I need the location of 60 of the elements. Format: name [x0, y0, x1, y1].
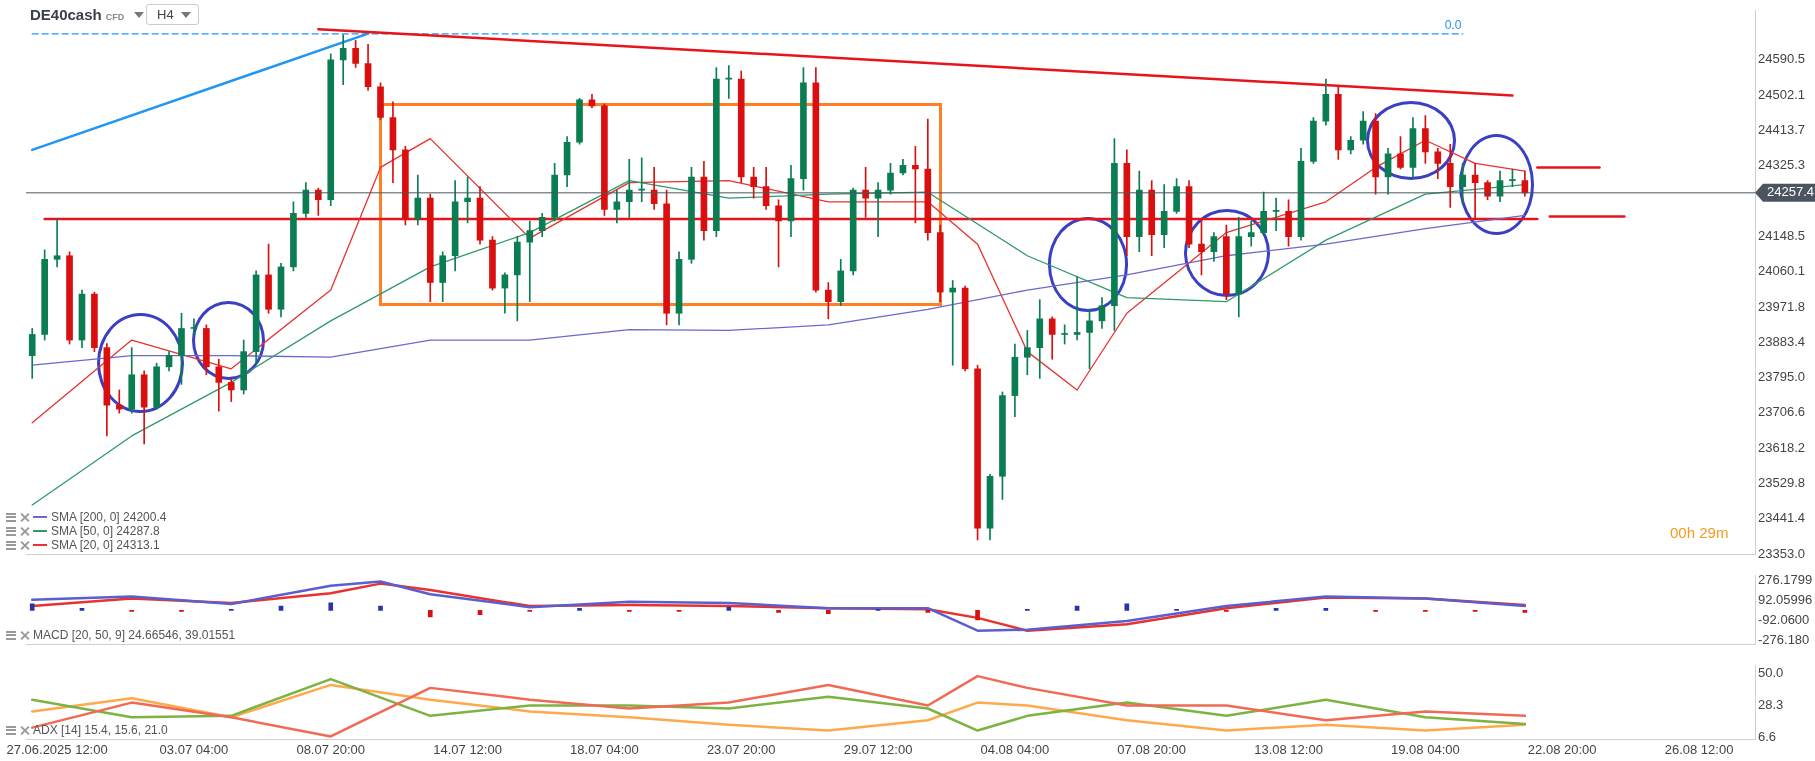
- y-tick-label: 24502.1: [1758, 86, 1805, 102]
- y-tick-label: 24325.3: [1758, 157, 1805, 173]
- x-tick-label: 04.08 04:00: [980, 741, 1050, 757]
- y-tick-label: 24590.5: [1758, 51, 1805, 67]
- y-tick-label: -276.180: [1758, 631, 1810, 647]
- chart-subtitle: CFD: [105, 12, 125, 22]
- y-tick-label: 23618.2: [1758, 439, 1805, 455]
- y-tick-label: 50.0: [1758, 664, 1784, 680]
- bar: [776, 610, 781, 613]
- legend-label: SMA [200, 0] 24200.4: [51, 510, 167, 525]
- x-tick-label: 27.06.2025 12:00: [6, 741, 108, 757]
- x-tick-label: 29.07 12:00: [843, 741, 913, 757]
- bar: [1273, 607, 1279, 611]
- bar: [378, 605, 383, 611]
- y-tick-label: 23795.0: [1758, 369, 1805, 385]
- annotation: 0.0: [1444, 17, 1462, 32]
- y-tick-label: 23441.4: [1758, 510, 1805, 526]
- x-tick-label: 19.08 04:00: [1391, 741, 1460, 757]
- y-tick-label: 276.1799: [1758, 572, 1813, 588]
- y-tick-label: -92.0600: [1758, 611, 1810, 627]
- y-tick-label: 23706.6: [1758, 404, 1805, 420]
- x-tick-label: 14.07 12:00: [433, 741, 502, 757]
- legend-label: SMA [20, 0] 24313.1: [51, 538, 160, 553]
- bar: [427, 610, 433, 618]
- y-tick-label: 6.6: [1758, 728, 1777, 744]
- candlestick: [638, 157, 646, 203]
- y-tick-label: 92.05996: [1758, 592, 1813, 608]
- bar: [975, 610, 980, 621]
- bar: [1323, 607, 1329, 611]
- y-tick-label: 23353.0: [1758, 545, 1805, 561]
- bar: [825, 610, 831, 614]
- bar: [29, 603, 35, 611]
- bar: [726, 606, 732, 611]
- y-tick-label: 24060.1: [1758, 263, 1805, 279]
- bar: [1522, 610, 1528, 613]
- annotation: H4: [146, 4, 199, 25]
- bar: [577, 607, 582, 611]
- legend-label: SMA [50, 0] 24287.8: [51, 524, 160, 539]
- bar: [79, 607, 85, 611]
- x-tick-label: 26.08 12:00: [1664, 741, 1734, 757]
- x-tick-label: 22.08 20:00: [1527, 741, 1597, 757]
- x-tick-label: 07.08 20:00: [1117, 741, 1187, 757]
- y-tick-label: 28.3: [1758, 696, 1784, 712]
- ref-line-label: 24257.4: [1767, 184, 1814, 200]
- y-tick-label: 23529.8: [1758, 475, 1805, 491]
- y-tick-label: 24413.7: [1758, 121, 1805, 137]
- x-tick-label: 13.08 12:00: [1254, 741, 1323, 757]
- text: MACD [20, 50, 9] 24.66546, 39.01551: [33, 628, 236, 643]
- chart-title: DE40cash: [30, 6, 102, 23]
- x-tick-label: 23.07 20:00: [706, 741, 776, 757]
- y-tick-label: 24148.5: [1758, 227, 1805, 243]
- annotation: 00h 29m: [1670, 524, 1729, 542]
- y-tick-label: 23971.8: [1758, 298, 1805, 314]
- y-tick-label: 23883.4: [1758, 333, 1805, 349]
- text: ADX [14] 15.4, 15.6, 21.0: [33, 723, 168, 738]
- x-tick-label: 08.07 20:00: [296, 741, 366, 757]
- x-tick-label: 18.07 04:00: [570, 741, 639, 757]
- bar: [328, 602, 334, 611]
- x-tick-label: 03.07 04:00: [159, 741, 229, 757]
- bar: [925, 610, 931, 613]
